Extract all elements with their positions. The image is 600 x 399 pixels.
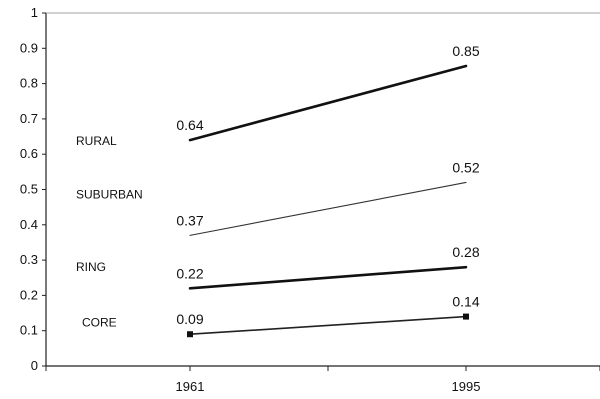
x-tick-label: 1995 [452,379,481,394]
series-name-label: CORE [82,316,117,330]
data-label: 0.14 [452,294,479,310]
data-label: 0.37 [176,212,203,228]
y-tick-label: 0.3 [20,252,38,267]
y-axis-ticks: 0 0.1 0.2 0.3 0.4 0.5 0.6 0.7 0.8 0.9 1 [20,5,46,373]
series-layer: 0.64 0.85 RURAL 0.37 0.52 SUBURBAN 0.22 0.28 RIN… [76,43,480,338]
series-rural: 0.64 0.85 RURAL [76,43,480,148]
series-name-label: RING [76,260,106,274]
data-label: 0.64 [176,117,203,133]
series-suburban: 0.37 0.52 SUBURBAN [76,159,480,236]
x-axis-ticks: 1961 1995 [45,366,600,394]
series-name-label: SUBURBAN [76,188,143,202]
y-tick-label: 1 [31,5,38,20]
y-tick-label: 0.7 [20,111,38,126]
y-tick-label: 0.8 [20,76,38,91]
series-line [188,265,468,290]
data-label: 0.22 [176,265,203,281]
y-tick-label: 0 [31,358,38,373]
y-tick-label: 0.4 [20,217,38,232]
series-line [189,181,467,236]
data-label: 0.85 [452,43,479,59]
y-tick-label: 0.6 [20,146,38,161]
y-tick-label: 0.2 [20,287,38,302]
data-point-marker [463,313,469,320]
y-tick-label: 0.9 [20,40,38,55]
data-label: 0.52 [452,159,479,175]
series-ring: 0.22 0.28 RING [76,244,480,290]
data-label: 0.28 [452,244,479,260]
series-name-label: RURAL [76,134,117,148]
y-tick-label: 0.1 [20,323,38,338]
y-tick-label: 0.5 [20,182,38,197]
x-tick-label: 1961 [176,379,205,394]
data-label: 0.09 [176,311,203,327]
series-core: 0.09 0.14 CORE [82,294,480,338]
series-line [188,64,468,142]
series-line [189,315,467,336]
data-point-marker [187,331,193,338]
